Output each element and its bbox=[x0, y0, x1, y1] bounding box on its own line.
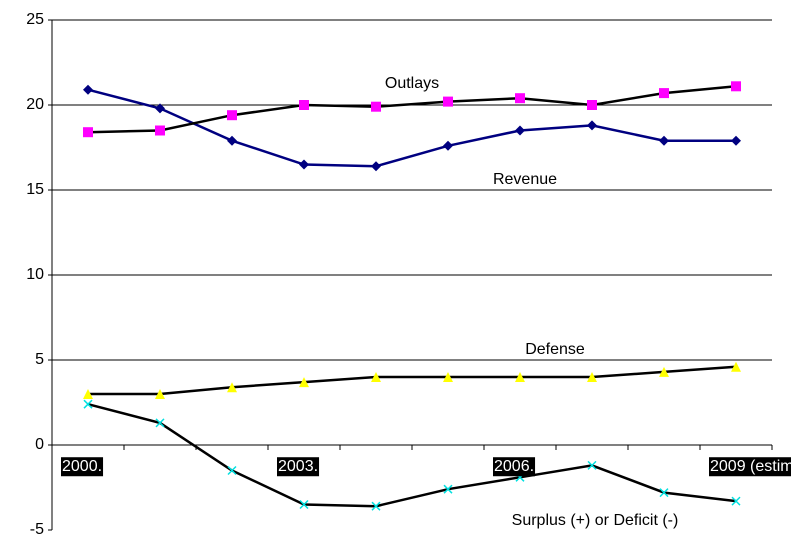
point bbox=[299, 159, 309, 170]
point bbox=[299, 100, 309, 110]
point bbox=[659, 488, 669, 498]
point bbox=[371, 501, 381, 511]
y-tick-label: 15 bbox=[26, 181, 44, 198]
y-tick-label: 10 bbox=[26, 266, 44, 283]
point-cross bbox=[731, 496, 741, 506]
point bbox=[443, 372, 453, 382]
point bbox=[587, 100, 597, 110]
point bbox=[587, 372, 597, 382]
point-cross bbox=[371, 501, 381, 511]
point-cross bbox=[659, 488, 669, 498]
series-line bbox=[88, 365, 737, 396]
point bbox=[227, 465, 237, 476]
point bbox=[515, 93, 525, 104]
y-tick-label: 0 bbox=[35, 436, 44, 453]
point bbox=[227, 382, 237, 393]
point bbox=[371, 101, 381, 112]
point bbox=[731, 496, 741, 506]
point bbox=[515, 125, 525, 136]
series-line bbox=[87, 402, 737, 508]
series-label: Revenue bbox=[493, 171, 557, 188]
point bbox=[731, 81, 741, 92]
point bbox=[155, 389, 165, 399]
point-cross bbox=[83, 399, 93, 409]
x-tick-label-bg bbox=[277, 457, 320, 477]
point bbox=[155, 103, 165, 114]
point bbox=[83, 399, 93, 409]
y-tick-label: 5 bbox=[35, 351, 44, 368]
series-label: Defense bbox=[525, 341, 585, 358]
x-tick-label: 2003. bbox=[278, 458, 318, 475]
point-cross bbox=[587, 460, 597, 470]
y-tick-label: -5 bbox=[30, 521, 44, 538]
point-cross bbox=[299, 499, 309, 510]
x-tick-label-bg bbox=[493, 457, 536, 477]
point bbox=[587, 120, 597, 131]
point-cross bbox=[227, 465, 237, 476]
series-label: Outlays bbox=[385, 75, 439, 92]
x-tick-label-bg bbox=[709, 457, 791, 477]
point bbox=[515, 372, 525, 382]
x-tick-label: 2000. bbox=[62, 458, 102, 475]
point bbox=[659, 135, 669, 146]
point bbox=[83, 127, 93, 138]
y-tick-label: 20 bbox=[26, 96, 44, 113]
point bbox=[731, 135, 741, 146]
x-tick-label: 2006. bbox=[494, 458, 534, 475]
series-label: Surplus (+) or Deficit (-) bbox=[512, 512, 679, 529]
point bbox=[299, 499, 309, 510]
point bbox=[155, 125, 165, 136]
point bbox=[587, 460, 597, 470]
point bbox=[443, 140, 453, 151]
point bbox=[659, 88, 669, 99]
point bbox=[443, 96, 453, 107]
y-tick-label: 25 bbox=[26, 11, 44, 28]
point bbox=[731, 361, 741, 372]
point bbox=[371, 372, 381, 382]
point bbox=[659, 366, 669, 377]
series-line bbox=[87, 88, 736, 168]
series-line bbox=[87, 85, 737, 134]
point-cross bbox=[155, 418, 165, 428]
point bbox=[299, 377, 309, 388]
point bbox=[443, 484, 453, 494]
point bbox=[371, 161, 381, 172]
point-cross bbox=[443, 484, 453, 494]
point bbox=[155, 418, 165, 428]
point bbox=[83, 84, 93, 95]
point bbox=[83, 389, 93, 399]
point bbox=[227, 135, 237, 146]
x-tick-label: 2009 (estimate bbox=[710, 458, 791, 475]
x-tick-label-bg bbox=[61, 457, 104, 477]
point bbox=[227, 110, 237, 121]
